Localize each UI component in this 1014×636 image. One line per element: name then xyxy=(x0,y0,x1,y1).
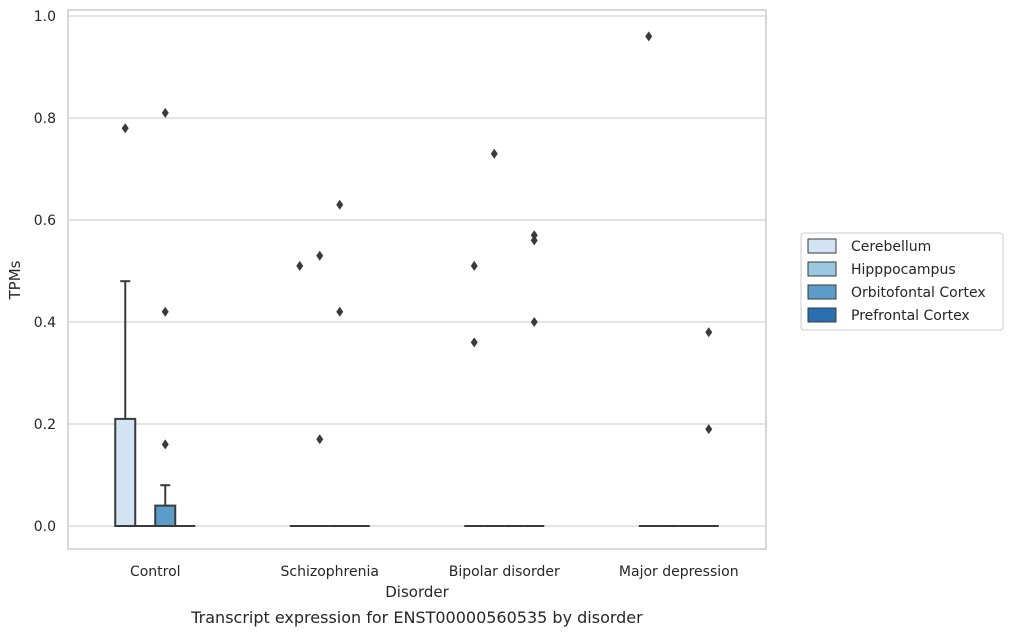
legend-frame xyxy=(800,232,1004,331)
legend-swatch xyxy=(807,307,837,323)
box-orbitofontal-cortex xyxy=(154,484,177,528)
plot-area-frame xyxy=(67,9,767,550)
box-cerebellum xyxy=(114,280,137,527)
outlier-point xyxy=(161,439,169,450)
x-axis-label: Disorder xyxy=(385,583,449,601)
y-axis-ticks: 0.0 0.2 0.4 0.6 0.8 1.0 xyxy=(34,9,56,535)
x-axis-ticks: Control Schizophrenia Bipolar disorder Majo… xyxy=(130,564,739,580)
y-tick-label: 1.0 xyxy=(34,9,56,25)
y-tick-label: 0.6 xyxy=(34,213,56,229)
x-tick-label: Control xyxy=(130,564,181,580)
outlier-point xyxy=(121,123,129,134)
outlier-points xyxy=(121,31,713,450)
boxes xyxy=(114,280,719,528)
box-body xyxy=(154,504,177,528)
box-body xyxy=(114,417,137,527)
legend-label: Hipppocampus xyxy=(851,262,956,278)
legend-swatch xyxy=(807,284,837,300)
y-tick-label: 0.8 xyxy=(34,111,56,127)
outlier-point xyxy=(161,306,169,317)
outlier-point xyxy=(161,107,169,118)
outlier-point xyxy=(296,260,304,271)
legend-swatch xyxy=(807,238,837,254)
outlier-point xyxy=(530,317,538,327)
legend: Cerebellum Hipppocampus Orbitofontal Corte… xyxy=(800,232,1004,331)
outlier-point xyxy=(316,434,324,445)
legend-label: Cerebellum xyxy=(851,239,931,255)
outlier-point xyxy=(490,148,498,159)
outlier-point xyxy=(336,306,344,317)
outlier-point xyxy=(530,230,538,241)
x-tick-label: Major depression xyxy=(619,564,739,580)
legend-label: Orbitofontal Cortex xyxy=(851,285,986,301)
chart-caption: Transcript expression for ENST0000056053… xyxy=(190,608,643,627)
x-tick-label: Bipolar disorder xyxy=(449,564,560,580)
outlier-point xyxy=(645,31,653,42)
legend-swatch xyxy=(807,261,837,277)
outlier-point xyxy=(705,424,713,435)
outlier-point xyxy=(470,260,478,271)
y-tick-label: 0.0 xyxy=(34,519,56,535)
outlier-point xyxy=(705,327,713,338)
outlier-point xyxy=(530,235,538,246)
outlier-point xyxy=(336,199,344,210)
x-tick-label: Schizophrenia xyxy=(281,564,379,580)
legend-label: Prefrontal Cortex xyxy=(851,308,970,324)
y-tick-label: 0.4 xyxy=(34,315,56,331)
outlier-point xyxy=(470,337,478,348)
y-axis-label: TPMs xyxy=(6,260,24,300)
outlier-point xyxy=(316,250,324,261)
y-tick-label: 0.2 xyxy=(34,417,56,433)
grid-lines xyxy=(68,15,766,527)
